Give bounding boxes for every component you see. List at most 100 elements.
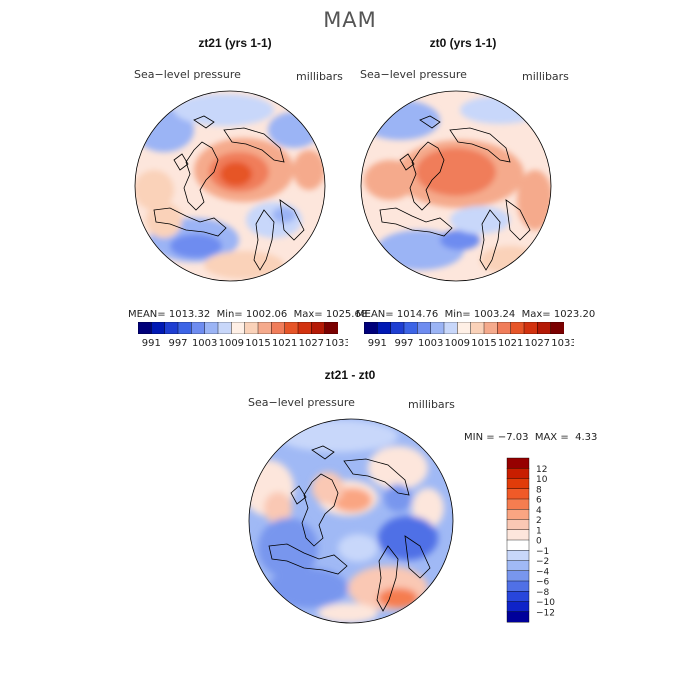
colorbar-2-swatch xyxy=(523,322,538,334)
diff-stats: MIN = −7.03 MAX = 4.33 xyxy=(464,432,597,443)
colorbar-difference-swatch xyxy=(506,611,530,623)
colorbar-difference-tick-label: −8 xyxy=(536,588,550,598)
panel-2-title: zt0 (yrs 1-1) xyxy=(429,36,497,50)
colorbar-2-tick-label: 1009 xyxy=(445,338,470,349)
colorbar-difference-swatch xyxy=(506,457,530,469)
panel-2-mean-label: MEAN= xyxy=(356,309,394,320)
colorbar-1-tick-label: 1021 xyxy=(272,338,297,349)
colorbar-1-swatch xyxy=(311,322,326,334)
colorbar-1-tick-label: 1009 xyxy=(219,338,244,349)
colorbar-difference-tick-label: 1 xyxy=(536,526,542,536)
colorbar-difference-swatch xyxy=(506,519,530,531)
colorbar-1-swatch xyxy=(324,322,338,334)
colorbar-difference-swatch xyxy=(506,560,530,572)
colorbar-2-swatch xyxy=(430,322,445,334)
panel-1-stats: MEAN= 1013.32 Min= 1002.06 Max= 1025.68 xyxy=(128,309,367,320)
colorbar-difference-tick-label: 0 xyxy=(536,537,542,547)
colorbar-difference-tick-label: −1 xyxy=(536,547,549,557)
colorbar-difference-tick-label: −6 xyxy=(536,578,550,588)
colorbar-difference-swatch xyxy=(506,601,530,613)
colorbar-1-swatch xyxy=(284,322,299,334)
colorbar-difference-tick-label: −10 xyxy=(536,598,555,608)
colorbar-1-swatch xyxy=(217,322,232,334)
colorbar-2-tick-label: 1027 xyxy=(525,338,550,349)
panel-1-max-label: Max= xyxy=(293,309,323,320)
panel-2-mean: 1014.76 xyxy=(396,309,439,320)
coastlines-2 xyxy=(379,115,531,271)
panel-2-stats: MEAN= 1014.76 Min= 1003.24 Max= 1023.20 xyxy=(356,309,595,320)
panel-1-max: 1025.68 xyxy=(325,309,368,320)
colorbar-2-tick-label: 1033 xyxy=(551,338,574,349)
colorbar-1-swatch xyxy=(164,322,179,334)
colorbar-1-tick-label: 1003 xyxy=(192,338,217,349)
colorbar-difference-swatch xyxy=(506,509,530,520)
colorbar-1-tick-label: 991 xyxy=(142,338,161,349)
panel-1-variable: Sea−level pressure xyxy=(134,68,241,81)
coastlines-1 xyxy=(153,115,305,271)
diff-min: −7.03 xyxy=(497,432,529,443)
colorbar-2-tick-label: 997 xyxy=(394,338,413,349)
colorbar-1-swatch xyxy=(244,322,259,334)
colorbar-difference-swatch xyxy=(506,539,530,551)
colorbar-2-labels: 991 997 1003 1009 1015 1021 1027 1033 xyxy=(368,338,574,349)
colorbar-difference-tick-label: 10 xyxy=(536,475,548,485)
panel-1-units: millibars xyxy=(296,70,343,83)
colorbar-1-swatch xyxy=(257,322,272,334)
colorbar-2-swatch xyxy=(417,322,432,334)
colorbar-difference-swatch xyxy=(506,498,530,510)
colorbar-2-tick-label: 1021 xyxy=(498,338,523,349)
panel-1-title: zt21 (yrs 1-1) xyxy=(198,36,272,50)
colorbar-1-swatch xyxy=(191,322,206,334)
colorbar-2-swatch xyxy=(364,322,378,334)
colorbar-difference-swatch xyxy=(506,488,530,500)
panel-2-max-label: Max= xyxy=(521,309,551,320)
panel-2-max: 1023.20 xyxy=(553,309,596,320)
colorbar-1-labels: 991 997 1003 1009 1015 1021 1027 1033 xyxy=(142,338,348,349)
panel-1-mean-label: MEAN= xyxy=(128,309,166,320)
figure-title: MAM xyxy=(323,8,377,32)
colorbar-difference-swatch xyxy=(506,570,530,582)
colorbar-2-swatch xyxy=(377,322,392,334)
colorbar-difference-tick-label: −4 xyxy=(536,567,550,577)
colorbar-2-swatch xyxy=(390,322,405,334)
colorbar-2-swatch xyxy=(483,322,498,334)
colorbar-2-swatch xyxy=(403,322,418,334)
colorbar-1-swatch xyxy=(271,322,286,334)
panel-2-min-label: Min= xyxy=(444,309,471,320)
colorbar-1-tick-label: 1033 xyxy=(325,338,348,349)
colorbar-1 xyxy=(138,322,338,334)
map-zt21 xyxy=(134,90,326,282)
colorbar-difference-tick-label: 4 xyxy=(536,506,542,516)
colorbar-difference-swatch xyxy=(506,580,530,592)
panel-2-variable: Sea−level pressure xyxy=(360,68,467,81)
colorbar-2-swatch xyxy=(537,322,552,334)
colorbar-1-tick-label: 1015 xyxy=(245,338,270,349)
map-zt0 xyxy=(360,90,552,282)
colorbar-2-swatch xyxy=(550,322,564,334)
colorbar-difference-swatch xyxy=(506,529,530,541)
colorbar-difference-tick-label: −12 xyxy=(536,608,555,618)
panel-1-mean: 1013.32 xyxy=(168,309,211,320)
panel-2-units: millibars xyxy=(522,70,569,83)
colorbar-1-swatch xyxy=(297,322,312,334)
colorbar-difference-tick-label: 8 xyxy=(536,485,542,495)
colorbar-1-swatch xyxy=(151,322,166,334)
colorbar-2-tick-label: 1015 xyxy=(471,338,496,349)
diff-units: millibars xyxy=(408,398,455,411)
panel-2-min: 1003.24 xyxy=(473,309,516,320)
colorbar-1-tick-label: 1027 xyxy=(299,338,324,349)
coastlines-3 xyxy=(268,445,431,612)
diff-max-label: MAX = xyxy=(534,432,569,443)
colorbar-difference-swatch xyxy=(506,478,530,490)
panel-1-min-label: Min= xyxy=(216,309,243,320)
colorbar-1-tick-label: 997 xyxy=(168,338,187,349)
colorbar-1-swatch xyxy=(204,322,219,334)
panel-1-min: 1002.06 xyxy=(245,309,288,320)
colorbar-1-swatch xyxy=(231,322,246,334)
colorbar-difference-tick-label: 2 xyxy=(536,516,542,526)
colorbar-2-swatch xyxy=(457,322,472,334)
colorbar-1-swatch xyxy=(138,322,152,334)
map-difference xyxy=(248,418,454,624)
colorbar-difference-swatch xyxy=(506,468,530,479)
